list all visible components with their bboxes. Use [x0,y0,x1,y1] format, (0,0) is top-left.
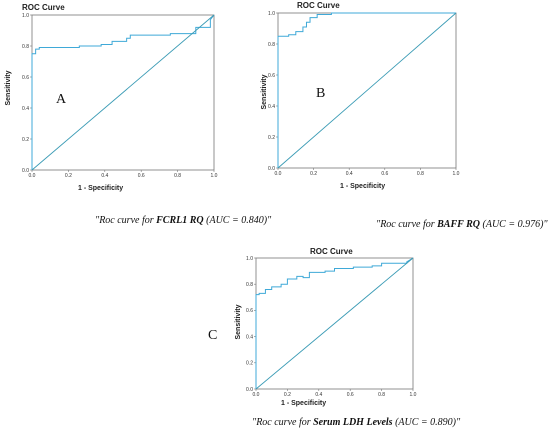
reference-line-c [255,257,414,390]
x-tick-label-c-1: 0.2 [284,392,291,398]
panel-label-a: A [56,92,67,107]
panel-label-c: C [208,328,218,343]
x-tick-label-a-1: 0.2 [65,173,72,179]
y-tick-label-a-5: 1.0 [22,13,29,19]
caption-a: "Roc curve for FCRL1 RQ (AUC = 0.840)" [95,215,271,226]
y-tick-label-c-3: 0.6 [246,308,253,314]
chart-title-a: ROC Curve [22,3,65,12]
caption-b-bold: BAFF RQ [437,219,481,230]
x-tick-label-b-4: 0.8 [417,171,424,177]
y-tick-label-b-0: 0.0 [268,166,275,172]
caption-b-post: (AUC = 0.976)" [480,219,548,230]
caption-c: "Roc curve for Serum LDH Levels (AUC = 0… [252,417,460,428]
y-tick-label-a-2: 0.4 [22,106,29,112]
x-tick-label-a-0: 0.0 [29,173,36,179]
y-tick-label-c-5: 1.0 [246,256,253,262]
x-tick-label-b-3: 0.6 [381,171,388,177]
x-axis-label-a: 1 - Specificity [78,185,123,192]
caption-b: "Roc curve for BAFF RQ (AUC = 0.976)" [376,219,548,230]
roc-chart-a: ROC Curve 1 - Specificity Sensitivity 0.0 0.… [0,0,230,200]
x-tick-label-b-2: 0.4 [346,171,353,177]
x-tick-label-c-0: 0.0 [253,392,260,398]
caption-a-pre: "Roc curve for [95,215,157,226]
caption-b-pre: "Roc curve for [376,219,438,230]
panel-label-b: B [316,86,326,101]
roc-curve-a [31,14,215,170]
y-tick-label-a-3: 0.6 [22,75,29,81]
y-tick-label-a-1: 0.2 [22,137,29,143]
x-tick-label-b-1: 0.2 [310,171,317,177]
x-axis-label-b: 1 - Specificity [340,183,385,190]
roc-chart-b: ROC Curve 1 - Specificity Sensitivity 0.0 0.… [261,0,468,200]
y-axis-label-c: Sensitivity [235,304,242,339]
x-tick-label-c-5: 1.0 [410,392,417,398]
caption-c-bold: Serum LDH Levels [313,417,393,428]
y-tick-label-a-4: 0.8 [22,44,29,50]
y-tick-label-c-0: 0.0 [246,387,253,393]
chart-title-c: ROC Curve [310,247,353,256]
reference-line-b [277,12,457,169]
y-tick-label-b-1: 0.2 [268,135,275,141]
caption-c-pre: "Roc curve for [252,417,314,428]
x-tick-label-a-3: 0.6 [138,173,145,179]
y-tick-label-b-2: 0.4 [268,104,275,110]
x-axis-label-c: 1 - Specificity [281,400,326,407]
roc-curve-b [277,12,456,168]
y-tick-label-a-0: 0.0 [22,168,29,174]
x-tick-label-c-3: 0.6 [347,392,354,398]
x-tick-label-b-5: 1.0 [453,171,460,177]
caption-c-post: (AUC = 0.890)" [392,417,461,428]
y-tick-label-b-3: 0.6 [268,73,275,79]
caption-a-post: (AUC = 0.840)" [203,215,272,226]
x-tick-label-c-2: 0.4 [315,392,322,398]
roc-curve-c [255,257,414,389]
x-tick-label-a-2: 0.4 [101,173,108,179]
y-tick-label-c-4: 0.8 [246,282,253,288]
y-axis-label-a: Sensitivity [5,70,12,105]
x-tick-label-a-4: 0.8 [174,173,181,179]
roc-chart-c: ROC Curve 1 - Specificity Sensitivity 0.0 0.… [218,242,438,412]
x-tick-label-b-0: 0.0 [275,171,282,177]
caption-a-bold: FCRL1 RQ [156,215,204,226]
chart-title-b: ROC Curve [297,1,340,10]
reference-line-a [31,14,215,171]
y-tick-label-b-5: 1.0 [268,11,275,17]
x-tick-label-c-4: 0.8 [378,392,385,398]
y-tick-label-b-4: 0.8 [268,42,275,48]
y-tick-label-c-2: 0.4 [246,334,253,340]
x-tick-label-a-5: 1.0 [211,173,218,179]
y-tick-label-c-1: 0.2 [246,361,253,367]
y-axis-label-b: Sensitivity [261,74,268,109]
